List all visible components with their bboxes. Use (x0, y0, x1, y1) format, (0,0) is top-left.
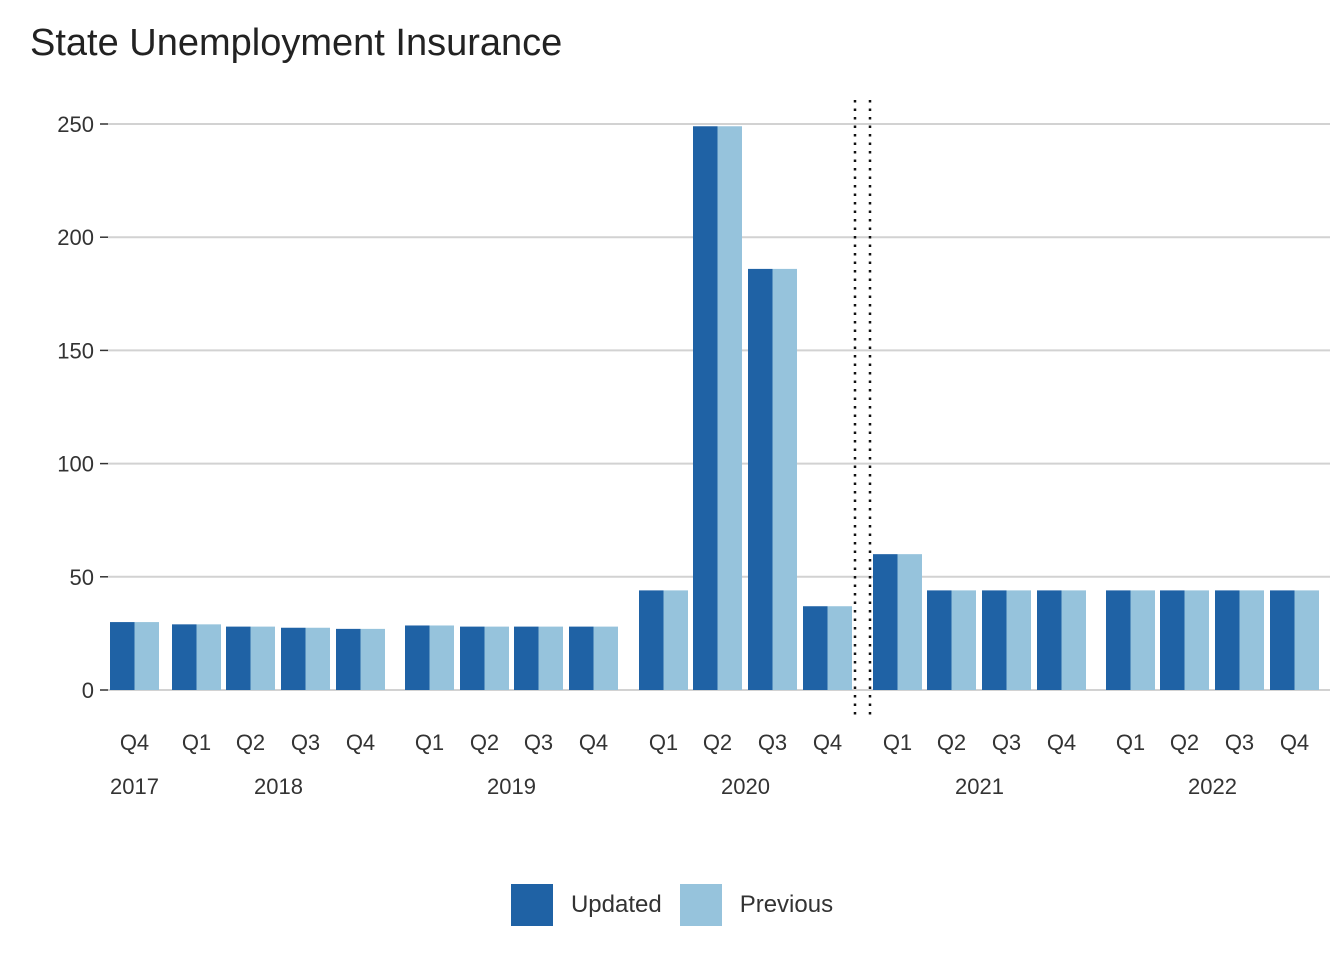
bar-previous-6 (484, 626, 509, 690)
bar-previous-20 (1294, 590, 1319, 690)
bar-previous-3 (305, 627, 330, 690)
legend: Updated Previous (0, 884, 1344, 926)
bar-previous-7 (538, 626, 563, 690)
chart-title: State Unemployment Insurance (30, 22, 563, 64)
bar-updated-18 (1160, 590, 1185, 690)
x-tick-label: Q3 (291, 730, 320, 755)
bar-previous-13 (897, 554, 922, 690)
bar-updated-4 (336, 628, 361, 690)
x-tick-label: Q2 (703, 730, 732, 755)
x-tick-label: Q4 (346, 730, 375, 755)
bar-previous-14 (951, 590, 976, 690)
projection-divider (853, 100, 872, 718)
bar-updated-20 (1270, 590, 1295, 690)
legend-label-previous: Previous (739, 891, 834, 918)
bar-previous-0 (134, 622, 159, 690)
x-tick-label: Q4 (1280, 730, 1309, 755)
y-tick-label: 250 (57, 112, 94, 137)
bar-updated-14 (927, 590, 952, 690)
bar-previous-12 (827, 606, 852, 690)
bar-updated-13 (873, 554, 898, 690)
x-tick-label: Q4 (1047, 730, 1076, 755)
x-tick-label: Q4 (120, 730, 149, 755)
x-year-label: 2021 (955, 774, 1004, 799)
legend-swatch-previous (679, 884, 722, 926)
x-tick-label: Q2 (937, 730, 966, 755)
bar-updated-3 (281, 627, 306, 690)
x-tick-label: Q1 (182, 730, 211, 755)
bar-updated-16 (1037, 590, 1062, 690)
y-tick-label: 150 (57, 338, 94, 363)
x-year-label: 2018 (254, 774, 303, 799)
bar-previous-4 (360, 628, 385, 690)
y-tick-label: 50 (70, 565, 94, 590)
bar-previous-5 (429, 625, 454, 690)
bar-updated-12 (803, 606, 828, 690)
bar-updated-11 (748, 268, 773, 690)
x-tick-label: Q3 (1225, 730, 1254, 755)
legend-label-updated: Updated (570, 891, 662, 918)
bars (110, 126, 1319, 691)
x-axis: Q4 Q1 Q2 Q3 Q4 Q1 Q2 Q3 Q4 Q1 Q2 Q3 Q4 Q1 Q2 Q3 Q4 Q1 Q2 Q3… (110, 730, 1309, 799)
bar-updated-8 (569, 626, 594, 690)
x-tick-label: Q2 (470, 730, 499, 755)
x-year-label: 2019 (487, 774, 536, 799)
x-tick-label: Q2 (236, 730, 265, 755)
bar-updated-2 (226, 626, 251, 690)
bar-updated-6 (460, 626, 485, 690)
bar-updated-9 (639, 590, 664, 690)
x-year-label: 2020 (721, 774, 770, 799)
x-tick-label: Q3 (758, 730, 787, 755)
bar-previous-16 (1061, 590, 1086, 690)
x-tick-label: Q1 (1116, 730, 1145, 755)
y-tick-label: 0 (82, 678, 94, 703)
bar-previous-1 (196, 624, 221, 690)
legend-item-updated: Updated (510, 884, 680, 926)
bar-updated-5 (405, 625, 430, 690)
y-tick-label: 200 (57, 225, 94, 250)
x-tick-label: Q1 (883, 730, 912, 755)
x-tick-label: Q1 (415, 730, 444, 755)
bar-previous-9 (663, 590, 688, 690)
bar-previous-17 (1130, 590, 1155, 690)
bar-updated-0 (110, 622, 135, 690)
bar-previous-8 (593, 626, 618, 690)
x-tick-label: Q2 (1170, 730, 1199, 755)
bar-previous-10 (717, 126, 742, 691)
x-tick-label: Q4 (579, 730, 608, 755)
x-tick-label: Q3 (524, 730, 553, 755)
legend-item-previous: Previous (679, 884, 834, 926)
y-tick-label: 100 (57, 452, 94, 477)
bar-previous-18 (1184, 590, 1209, 690)
bar-updated-17 (1106, 590, 1131, 690)
bar-updated-19 (1215, 590, 1240, 690)
legend-swatch-updated (510, 884, 553, 926)
bar-updated-7 (514, 626, 539, 690)
x-year-label: 2022 (1188, 774, 1237, 799)
bar-updated-10 (693, 126, 718, 691)
bar-updated-1 (172, 624, 197, 690)
x-tick-label: Q1 (649, 730, 678, 755)
bar-updated-15 (982, 590, 1007, 690)
bar-previous-15 (1006, 590, 1031, 690)
bar-previous-19 (1239, 590, 1264, 690)
x-year-label: 2017 (110, 774, 159, 799)
y-axis: 0 50 100 150 200 250 (57, 112, 108, 703)
bar-previous-11 (772, 268, 797, 690)
bar-previous-2 (250, 626, 275, 690)
x-tick-label: Q4 (813, 730, 842, 755)
x-tick-label: Q3 (992, 730, 1021, 755)
